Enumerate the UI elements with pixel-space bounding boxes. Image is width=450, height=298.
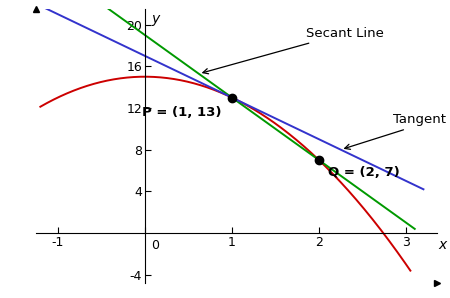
Text: x: x xyxy=(438,238,446,252)
Text: y: y xyxy=(152,12,160,26)
Text: Secant Line: Secant Line xyxy=(203,27,384,74)
Text: 0: 0 xyxy=(151,239,159,252)
Text: Tangent Line: Tangent Line xyxy=(345,113,450,149)
Text: P = (1, 13): P = (1, 13) xyxy=(142,106,221,119)
Text: Q = (2, 7): Q = (2, 7) xyxy=(328,166,400,179)
